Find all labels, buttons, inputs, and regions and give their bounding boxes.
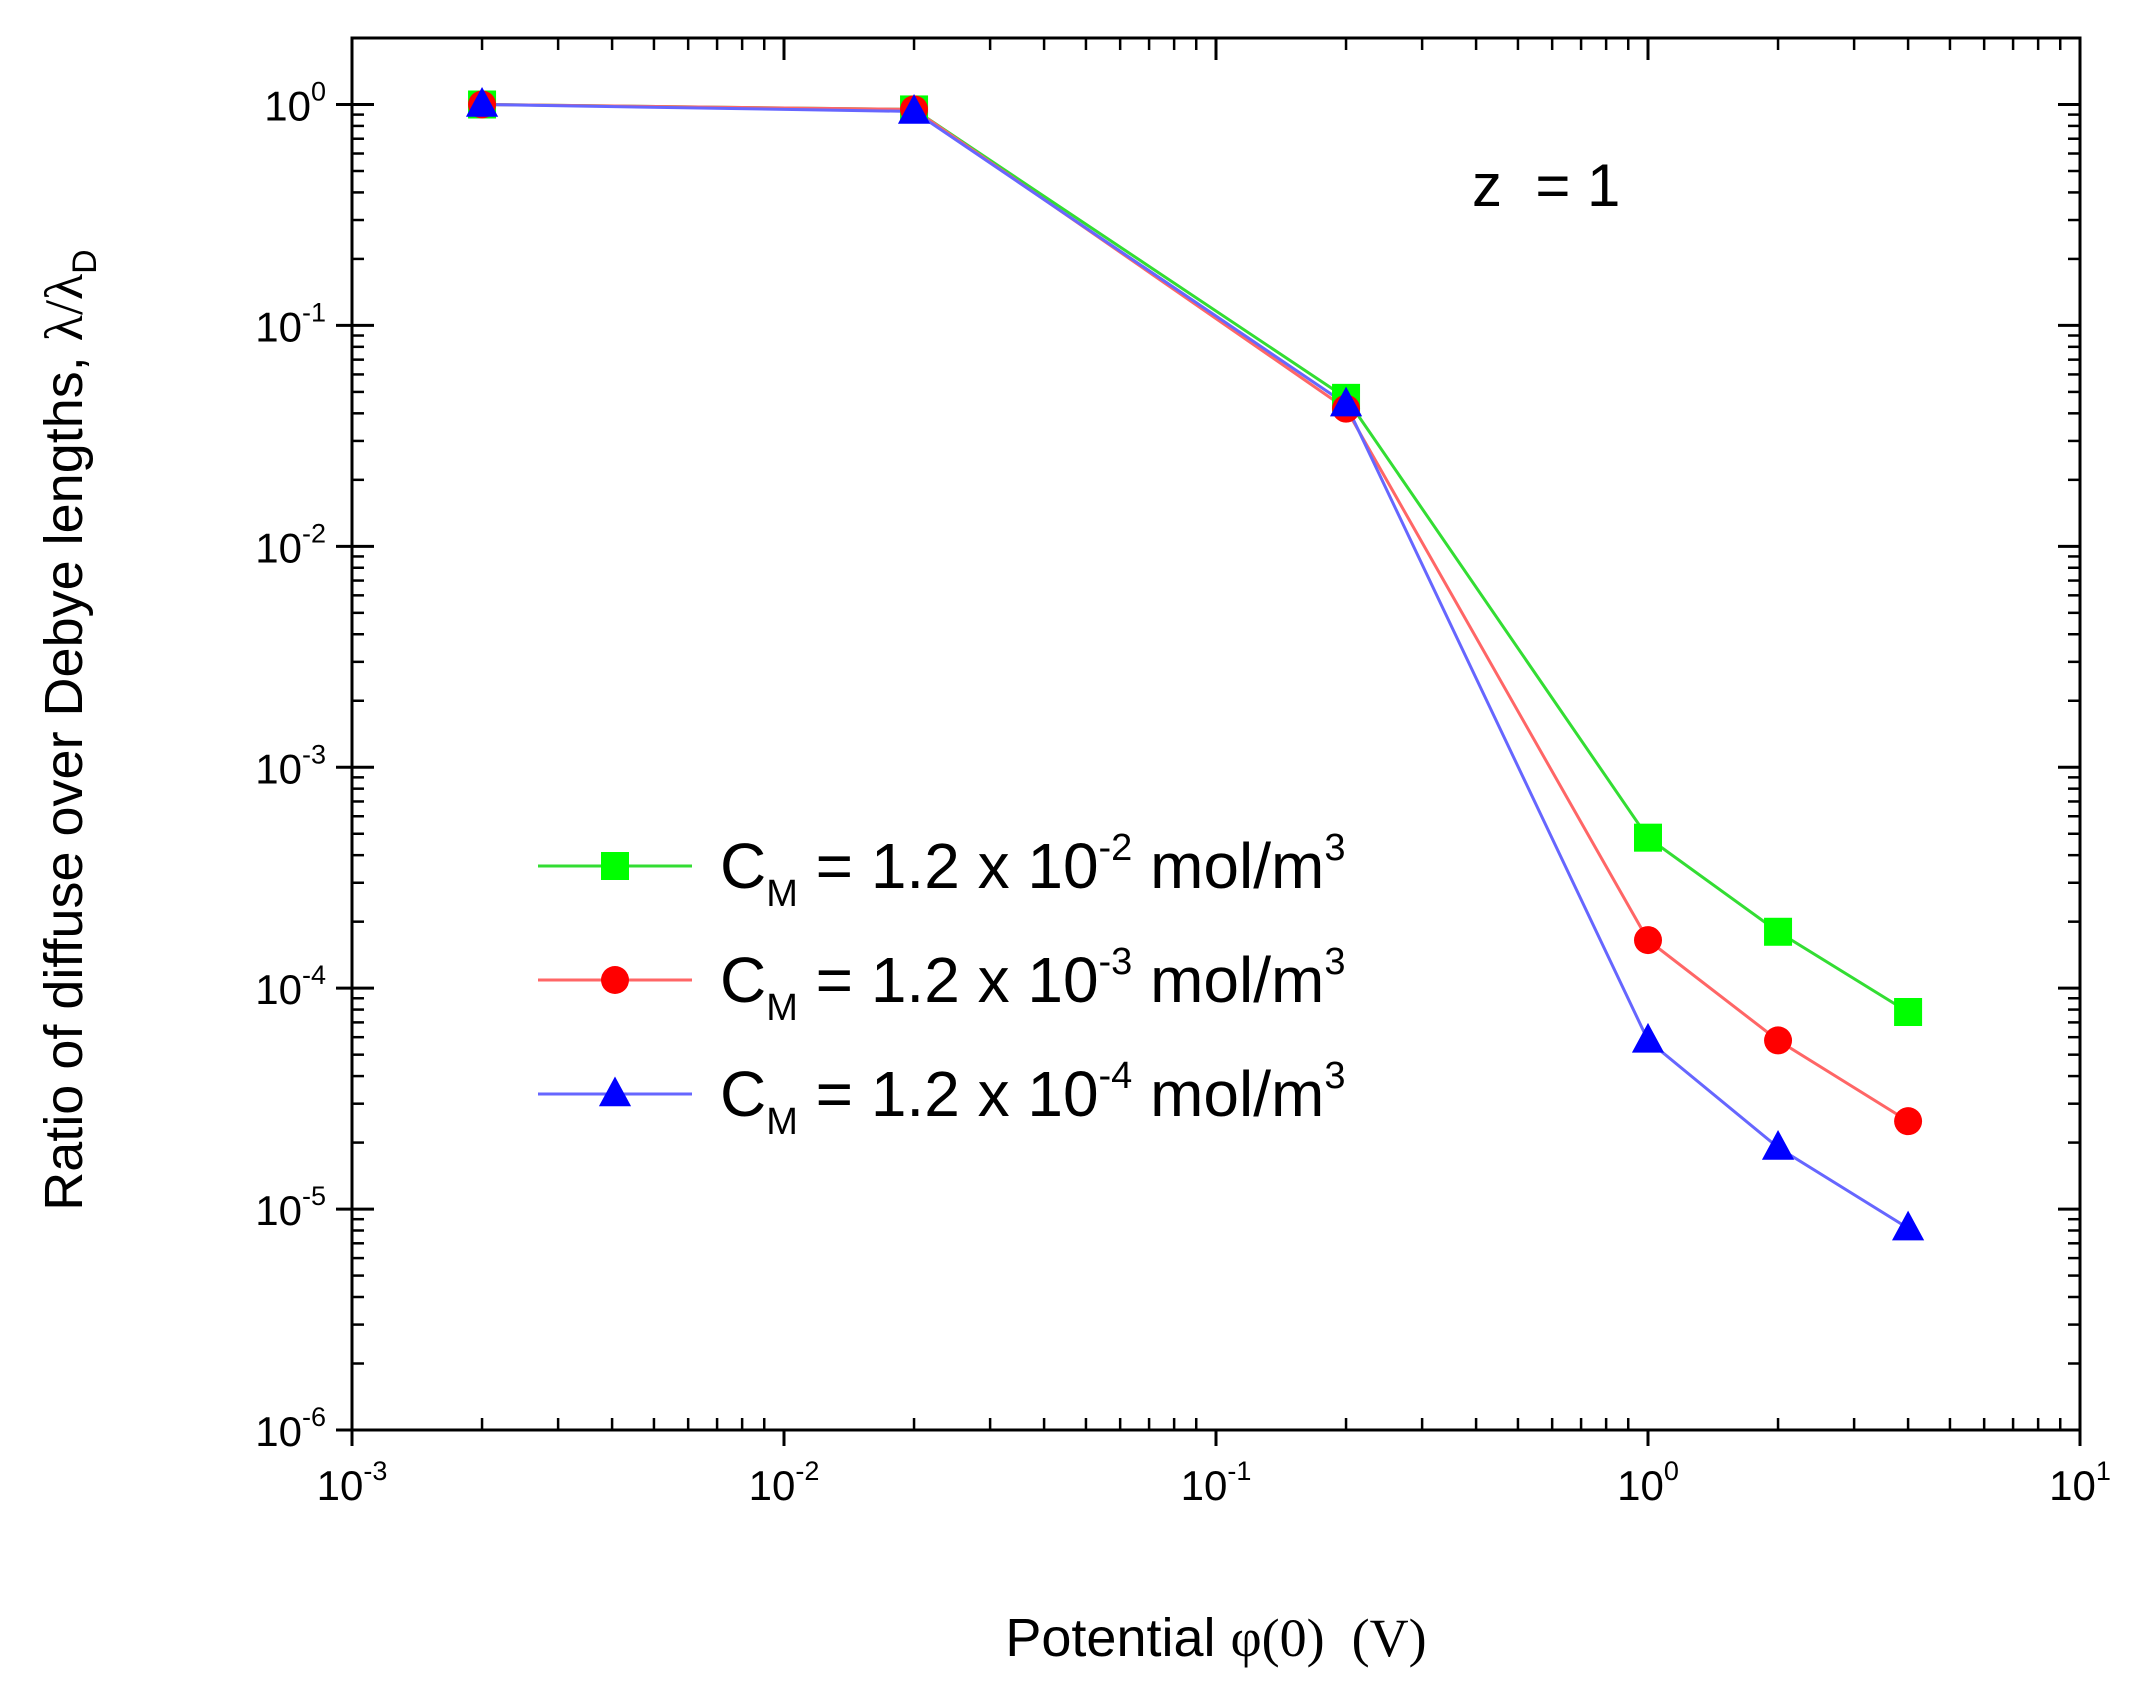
series-3-point xyxy=(1329,386,1363,417)
series-2-point xyxy=(1894,1107,1923,1136)
series-2-point xyxy=(1764,1026,1793,1055)
x-axis-title-prefix: Potential xyxy=(1005,1608,1230,1668)
y-tick-exp: -4 xyxy=(302,960,326,990)
legend-c: C xyxy=(720,1058,766,1130)
x-tick-exp: -3 xyxy=(363,1456,387,1486)
legend-mid: = 1.2 x 10 xyxy=(798,1058,1099,1130)
y-tick-base: 10 xyxy=(255,1187,302,1234)
y-tick-base: 10 xyxy=(255,966,302,1013)
y-tick-label: 10-6 xyxy=(255,1402,326,1455)
y-tick-exp: 0 xyxy=(311,77,326,107)
plot-frame xyxy=(350,36,2082,1432)
x-tick-base: 10 xyxy=(1181,1462,1228,1509)
y-tick-exp: -3 xyxy=(302,739,326,769)
x-tick-base: 10 xyxy=(2049,1462,2096,1509)
legend-c: C xyxy=(720,830,766,902)
x-axis-title-symbol: φ(0) xyxy=(1231,1608,1325,1668)
series-3-point xyxy=(465,87,499,117)
y-tick-label: 10-5 xyxy=(255,1181,326,1234)
y-tick-base: 10 xyxy=(255,1408,302,1455)
legend-label: CM = 1.2 x 10-2 mol/m3 xyxy=(720,827,1345,915)
y-axis-title-sub: D xyxy=(66,249,104,274)
y-axis-title-prefix: Ratio of diffuse over Debye lengths, xyxy=(34,341,94,1211)
legend-exp: -3 xyxy=(1099,941,1133,983)
legend-entry-1: CM = 1.2 x 10-2 mol/m3 xyxy=(538,827,1345,915)
series-2-point xyxy=(1634,926,1662,955)
legend-sub: M xyxy=(766,987,798,1029)
x-tick-labels: 10-3 10-2 10-1 100 101 xyxy=(317,1456,2111,1509)
legend-entry-3: CM = 1.2 x 10-4 mol/m3 xyxy=(538,1055,1345,1143)
y-axis-title: Ratio of diffuse over Debye lengths, λ/λ… xyxy=(34,249,104,1210)
legend-unit-exp: 3 xyxy=(1324,941,1345,983)
series-line-2 xyxy=(482,103,1909,1123)
y-tick-base: 10 xyxy=(255,745,302,792)
x-axis-title-unit: (V) xyxy=(1325,1608,1427,1668)
series-3-point xyxy=(1631,1022,1665,1053)
legend-sub: M xyxy=(766,873,798,915)
series-1-point xyxy=(1894,998,1923,1027)
y-tick-base: 10 xyxy=(264,83,311,130)
x-tick-exp: 0 xyxy=(1664,1456,1679,1486)
series-1-point xyxy=(1634,823,1662,852)
legend-mid: = 1.2 x 10 xyxy=(798,944,1099,1016)
legend-exp: -4 xyxy=(1099,1055,1133,1097)
x-tick-label: 10-2 xyxy=(749,1456,820,1509)
legend-unit: mol/m xyxy=(1132,830,1324,902)
legend-unit-exp: 3 xyxy=(1324,1055,1345,1097)
x-tick-exp: 1 xyxy=(2096,1456,2111,1486)
legend-label: CM = 1.2 x 10-3 mol/m3 xyxy=(720,941,1345,1029)
x-tick-base: 10 xyxy=(749,1462,796,1509)
x-tick-exp: -1 xyxy=(1227,1456,1251,1486)
y-tick-exp: -1 xyxy=(302,297,326,327)
legend-exp: -2 xyxy=(1099,827,1133,869)
legend-marker xyxy=(598,1076,632,1107)
x-tick-label: 101 xyxy=(2049,1456,2111,1509)
series-3-point xyxy=(1761,1130,1795,1160)
x-tick-base: 10 xyxy=(1617,1462,1664,1509)
x-tick-label: 100 xyxy=(1617,1456,1679,1509)
series-line-3 xyxy=(482,103,1909,1230)
y-tick-label: 10-3 xyxy=(255,739,326,792)
x-tick-exp: -2 xyxy=(795,1456,819,1486)
series-3-point xyxy=(1891,1210,1925,1241)
y-tick-label: 10-1 xyxy=(255,297,326,350)
legend-sub: M xyxy=(766,1101,798,1143)
z-annotation: z = 1 xyxy=(1472,152,1620,219)
y-tick-exp: -5 xyxy=(302,1181,326,1211)
legend-label: CM = 1.2 x 10-4 mol/m3 xyxy=(720,1055,1345,1143)
legend-marker xyxy=(601,966,629,994)
y-tick-label: 10-2 xyxy=(255,518,326,571)
legend-marker xyxy=(601,852,629,880)
legend-entry-2: CM = 1.2 x 10-3 mol/m3 xyxy=(538,941,1345,1029)
series-markers xyxy=(465,87,1925,1241)
legend-unit: mol/m xyxy=(1132,1058,1324,1130)
y-tick-label: 100 xyxy=(264,77,326,130)
y-tick-exp: -6 xyxy=(302,1402,326,1432)
legend-unit-exp: 3 xyxy=(1324,827,1345,869)
x-axis-title: Potential φ(0) (V) xyxy=(1005,1608,1426,1668)
x-tick-label: 10-1 xyxy=(1181,1456,1252,1509)
x-tick-base: 10 xyxy=(317,1462,364,1509)
y-tick-base: 10 xyxy=(255,303,302,350)
y-tick-label: 10-4 xyxy=(255,960,326,1013)
legend-unit: mol/m xyxy=(1132,944,1324,1016)
legend-mid: = 1.2 x 10 xyxy=(798,830,1099,902)
series-3-point xyxy=(897,93,931,124)
series-1-point xyxy=(1764,917,1793,946)
y-tick-base: 10 xyxy=(255,524,302,571)
x-tick-label: 10-3 xyxy=(317,1456,388,1509)
legend-c: C xyxy=(720,944,766,1016)
y-tick-exp: -2 xyxy=(302,518,326,548)
series-lines xyxy=(482,103,1909,1230)
y-axis-title-symbol: λ/λ xyxy=(34,274,94,341)
minor-ticks xyxy=(352,36,2080,1430)
